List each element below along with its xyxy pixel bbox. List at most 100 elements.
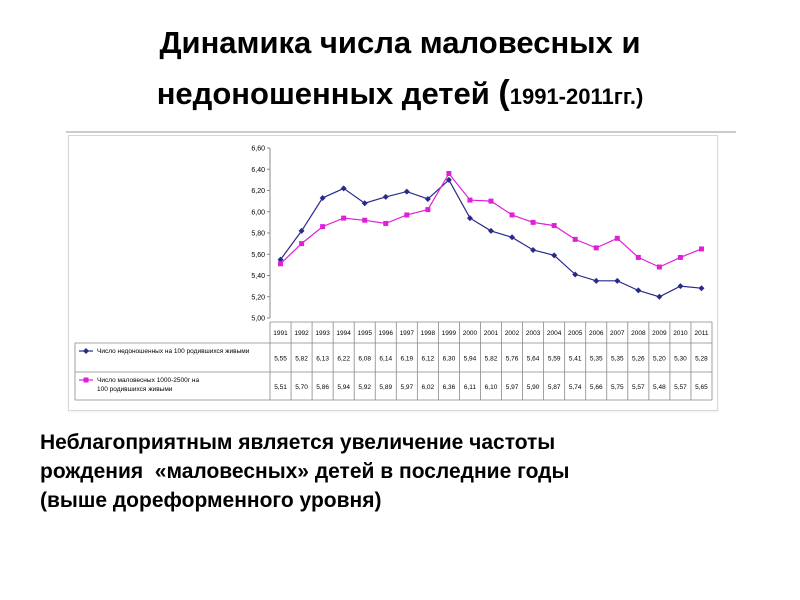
data-label: 5,75	[611, 384, 624, 391]
data-label: 5,55	[274, 356, 287, 363]
x-tick-label: 1995	[357, 330, 372, 337]
caption: Неблагоприятным является увеличение част…	[40, 428, 760, 515]
x-tick-label: 2003	[526, 330, 541, 337]
y-tick-label: 6,60	[251, 146, 265, 153]
data-point	[382, 193, 389, 200]
x-tick-label: 2004	[547, 330, 562, 337]
data-label: 5,66	[590, 384, 603, 391]
series-line-0	[280, 178, 702, 298]
data-point	[698, 285, 705, 292]
data-label: 5,87	[548, 384, 561, 391]
data-point	[320, 224, 326, 230]
data-label: 5,82	[295, 356, 308, 363]
x-tick-label: 1994	[336, 330, 351, 337]
y-tick-label: 6,40	[251, 167, 265, 174]
data-label: 6,12	[422, 356, 435, 363]
data-label: 5,20	[653, 356, 666, 363]
data-label: 5,41	[569, 356, 582, 363]
data-label: 5,76	[506, 356, 519, 363]
data-point	[593, 277, 600, 284]
x-tick-label: 2010	[673, 330, 688, 337]
data-point	[656, 293, 663, 300]
legend-label: Число маловесных 1000-2500г на 100 родивш…	[97, 377, 199, 393]
data-point	[614, 235, 620, 241]
data-point	[593, 245, 599, 251]
y-tick-label: 5,40	[251, 273, 265, 280]
slide-title: Динамика числа маловесных и недоношенных…	[0, 18, 800, 122]
y-tick-label: 5,20	[251, 294, 265, 301]
data-point	[509, 234, 516, 241]
data-point	[298, 227, 305, 234]
data-point	[614, 277, 621, 284]
x-tick-label: 1999	[442, 330, 457, 337]
data-point	[340, 185, 347, 192]
x-tick-label: 2005	[568, 330, 583, 337]
data-label: 5,64	[527, 356, 540, 363]
data-label: 5,70	[295, 384, 308, 391]
data-point	[277, 256, 284, 263]
legend-marker	[83, 348, 89, 354]
data-label: 5,74	[569, 384, 582, 391]
data-label: 6,22	[337, 356, 350, 363]
caption-line-3: (выше дореформенного уровня)	[40, 489, 382, 512]
x-tick-label: 1997	[400, 330, 415, 337]
data-label: 5,35	[590, 356, 603, 363]
data-point	[319, 194, 326, 201]
y-tick-label: 5,00	[251, 316, 265, 323]
data-label: 5,59	[548, 356, 561, 363]
data-label: 5,51	[274, 384, 287, 391]
data-point	[635, 287, 642, 294]
data-point	[677, 283, 684, 290]
data-point	[424, 196, 431, 202]
title-paren: (	[498, 74, 510, 112]
data-point	[488, 198, 494, 204]
x-tick-label: 1998	[421, 330, 436, 337]
data-label: 6,08	[358, 356, 371, 363]
data-point	[488, 227, 494, 234]
data-point	[445, 176, 452, 183]
chart-frame	[68, 135, 718, 411]
data-point	[299, 241, 305, 247]
data-point	[467, 197, 473, 203]
data-point	[656, 264, 662, 270]
data-label: 6,10	[485, 384, 498, 391]
data-point	[341, 215, 347, 221]
x-tick-label: 2001	[484, 330, 499, 337]
data-point	[383, 220, 389, 226]
data-label: 5,28	[695, 356, 708, 363]
data-label: 6,36	[443, 384, 456, 391]
x-tick-label: 2007	[610, 330, 625, 337]
data-label: 5,92	[358, 384, 371, 391]
data-point	[635, 254, 641, 260]
data-label: 5,94	[337, 384, 350, 391]
title-line-2-main: недоношенных детей	[156, 76, 499, 111]
data-point	[509, 212, 515, 218]
data-point	[530, 219, 536, 225]
x-tick-label: 2008	[631, 330, 646, 337]
data-label: 6,19	[400, 356, 413, 363]
x-tick-label: 2006	[589, 330, 604, 337]
data-point	[572, 236, 578, 242]
data-point	[403, 188, 410, 195]
data-label: 5,89	[379, 384, 392, 391]
data-label: 5,97	[400, 384, 413, 391]
data-label: 5,97	[506, 384, 519, 391]
x-tick-label: 1996	[379, 330, 394, 337]
data-label: 5,26	[632, 356, 645, 363]
x-tick-label: 1991	[273, 330, 288, 337]
data-point	[551, 252, 558, 259]
caption-line-1: Неблагоприятным является увеличение част…	[40, 431, 556, 454]
data-point	[404, 212, 410, 218]
data-point	[551, 223, 557, 229]
x-tick-label: 1992	[294, 330, 309, 337]
data-point	[425, 207, 431, 213]
x-tick-label: 2002	[505, 330, 520, 337]
data-point	[698, 246, 704, 252]
legend-label: Число недоношенных на 100 родившихся жив…	[97, 348, 250, 355]
x-tick-label: 2000	[463, 330, 478, 337]
title-line-2: недоношенных детей (1991-2011гг.)	[0, 68, 800, 122]
data-label: 5,30	[674, 356, 687, 363]
data-label: 5,94	[464, 356, 477, 363]
data-point	[530, 247, 537, 253]
